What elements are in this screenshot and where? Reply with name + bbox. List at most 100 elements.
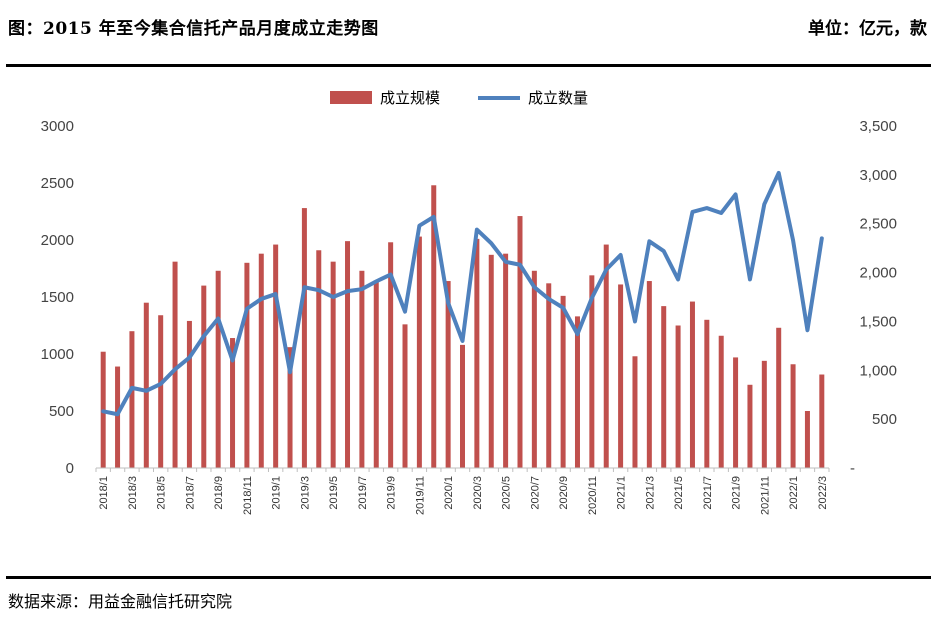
bar-2018/5 (158, 315, 164, 468)
right-tick-label: 2,500 (859, 216, 897, 233)
bar-2019/1 (273, 244, 279, 468)
left-tick-label: 2500 (41, 175, 74, 192)
source-note: 数据来源：用益金融信托研究院 (8, 592, 233, 611)
x-tick-label: 2022/3 (817, 476, 829, 510)
bar-2019/2 (287, 347, 293, 468)
x-tick-label: 2021/11 (759, 476, 771, 515)
bar-2019/12 (431, 185, 437, 468)
x-tick-label: 2018/1 (98, 476, 110, 510)
unit-label: 单位：亿元，款 (808, 19, 927, 39)
bar-2019/7 (359, 270, 365, 468)
x-tick-label: 2018/11 (242, 476, 254, 515)
bar-2020/3 (474, 238, 480, 468)
bar-2018/2 (115, 366, 121, 468)
bottom-rule (6, 576, 931, 579)
bar-2020/8 (546, 283, 552, 468)
bar-2021/1 (618, 284, 624, 468)
bar-2020/2 (460, 344, 465, 468)
bar-2020/1 (445, 281, 451, 468)
bar-2019/5 (330, 261, 336, 468)
left-tick-label: 2000 (41, 232, 74, 249)
bar-2018/3 (129, 331, 135, 468)
x-tick-label: 2022/1 (788, 476, 800, 510)
bar-2022/3 (819, 374, 825, 468)
bar-2021/8 (718, 335, 724, 468)
bar-2018/7 (186, 320, 192, 468)
right-axis: - 500 1,000 1,500 2,000 2,500 3,000 3,500 (850, 118, 897, 477)
x-tick-label: 2020/5 (501, 476, 513, 510)
bar-2021/7 (704, 319, 710, 468)
bar-2020/10 (574, 316, 580, 468)
left-tick-label: 1000 (41, 346, 74, 363)
bar-2021/10 (747, 384, 753, 468)
bar-2020/7 (531, 270, 537, 468)
bar-2019/8 (373, 281, 379, 468)
bar-2018/12 (258, 253, 264, 468)
legend-label-line: 成立数量 (528, 89, 588, 107)
top-rule (6, 64, 931, 67)
right-tick-label: 2,000 (859, 265, 897, 282)
bar-2022/2 (804, 411, 810, 468)
bar-2021/2 (632, 356, 638, 468)
legend: 成立规模 成立数量 (330, 89, 588, 107)
bar-2021/4 (661, 306, 667, 468)
x-tick-label: 2021/3 (644, 476, 656, 510)
bar-2019/6 (345, 241, 351, 468)
x-axis: 2018/1 2018/3 2018/5 2018/7 2018/9 2018/11 201… (95, 467, 830, 515)
bar-2019/4 (316, 250, 322, 468)
x-tick-label: 2019/11 (414, 476, 426, 515)
bar-2021/11 (761, 360, 767, 468)
x-tick-label: 2019/1 (271, 476, 283, 510)
bar-2018/4 (143, 302, 149, 468)
left-tick-label: 0 (66, 460, 74, 477)
x-tick-label: 2019/3 (299, 476, 311, 510)
legend-swatch-bar (330, 91, 372, 104)
x-tick-label: 2019/5 (328, 476, 340, 510)
bar-2018/9 (215, 270, 221, 468)
bar-2022/1 (790, 364, 796, 468)
bar-2020/6 (517, 216, 523, 468)
bar-series (100, 185, 825, 468)
x-tick-label: 2018/3 (127, 476, 139, 510)
right-tick-label: 1,000 (859, 362, 897, 379)
bar-2021/9 (733, 357, 739, 468)
bar-2020/5 (503, 253, 509, 468)
bar-2018/10 (230, 338, 236, 468)
x-tick-label: 2018/7 (184, 476, 196, 510)
bar-2019/11 (416, 236, 422, 468)
x-tick-label: 2020/3 (472, 476, 484, 510)
right-tick-label: - (850, 460, 855, 477)
x-tick-label: 2020/11 (587, 476, 599, 515)
bar-2021/6 (689, 301, 695, 468)
combo-chart: 成立规模 成立数量 0 500 1000 1500 2000 2500 3000 - 500 1… (41, 89, 897, 515)
right-tick-label: 500 (872, 411, 897, 428)
bar-2021/5 (675, 325, 681, 468)
bar-2020/4 (488, 254, 494, 468)
x-tick-label: 2020/7 (529, 476, 541, 510)
bar-2020/9 (560, 295, 566, 468)
bar-2021/3 (646, 281, 652, 468)
bar-2018/11 (244, 262, 250, 468)
left-tick-label: 1500 (41, 289, 74, 306)
left-tick-label: 500 (49, 403, 74, 420)
x-tick-label: 2019/9 (386, 476, 398, 510)
x-tick-label: 2021/5 (673, 476, 685, 510)
x-tick-label: 2018/9 (213, 476, 225, 510)
left-axis: 0 500 1000 1500 2000 2500 3000 (41, 118, 74, 477)
right-tick-label: 3,000 (859, 167, 897, 184)
bar-2019/9 (388, 242, 394, 468)
bar-2021/12 (776, 327, 782, 468)
x-tick-label: 2021/1 (616, 476, 628, 510)
bar-2019/10 (402, 324, 408, 468)
x-tick-label: 2018/5 (156, 476, 168, 510)
x-tick-label: 2020/1 (443, 476, 455, 510)
bar-2019/3 (301, 208, 307, 468)
bar-2020/11 (589, 275, 595, 468)
x-tick-label: 2021/9 (731, 476, 743, 510)
legend-label-bar: 成立规模 (380, 89, 440, 107)
bar-2020/12 (603, 244, 609, 468)
x-tick-label: 2019/7 (357, 476, 369, 510)
right-tick-label: 1,500 (859, 313, 897, 330)
x-tick-label: 2020/9 (558, 476, 570, 510)
right-tick-label: 3,500 (859, 118, 897, 135)
